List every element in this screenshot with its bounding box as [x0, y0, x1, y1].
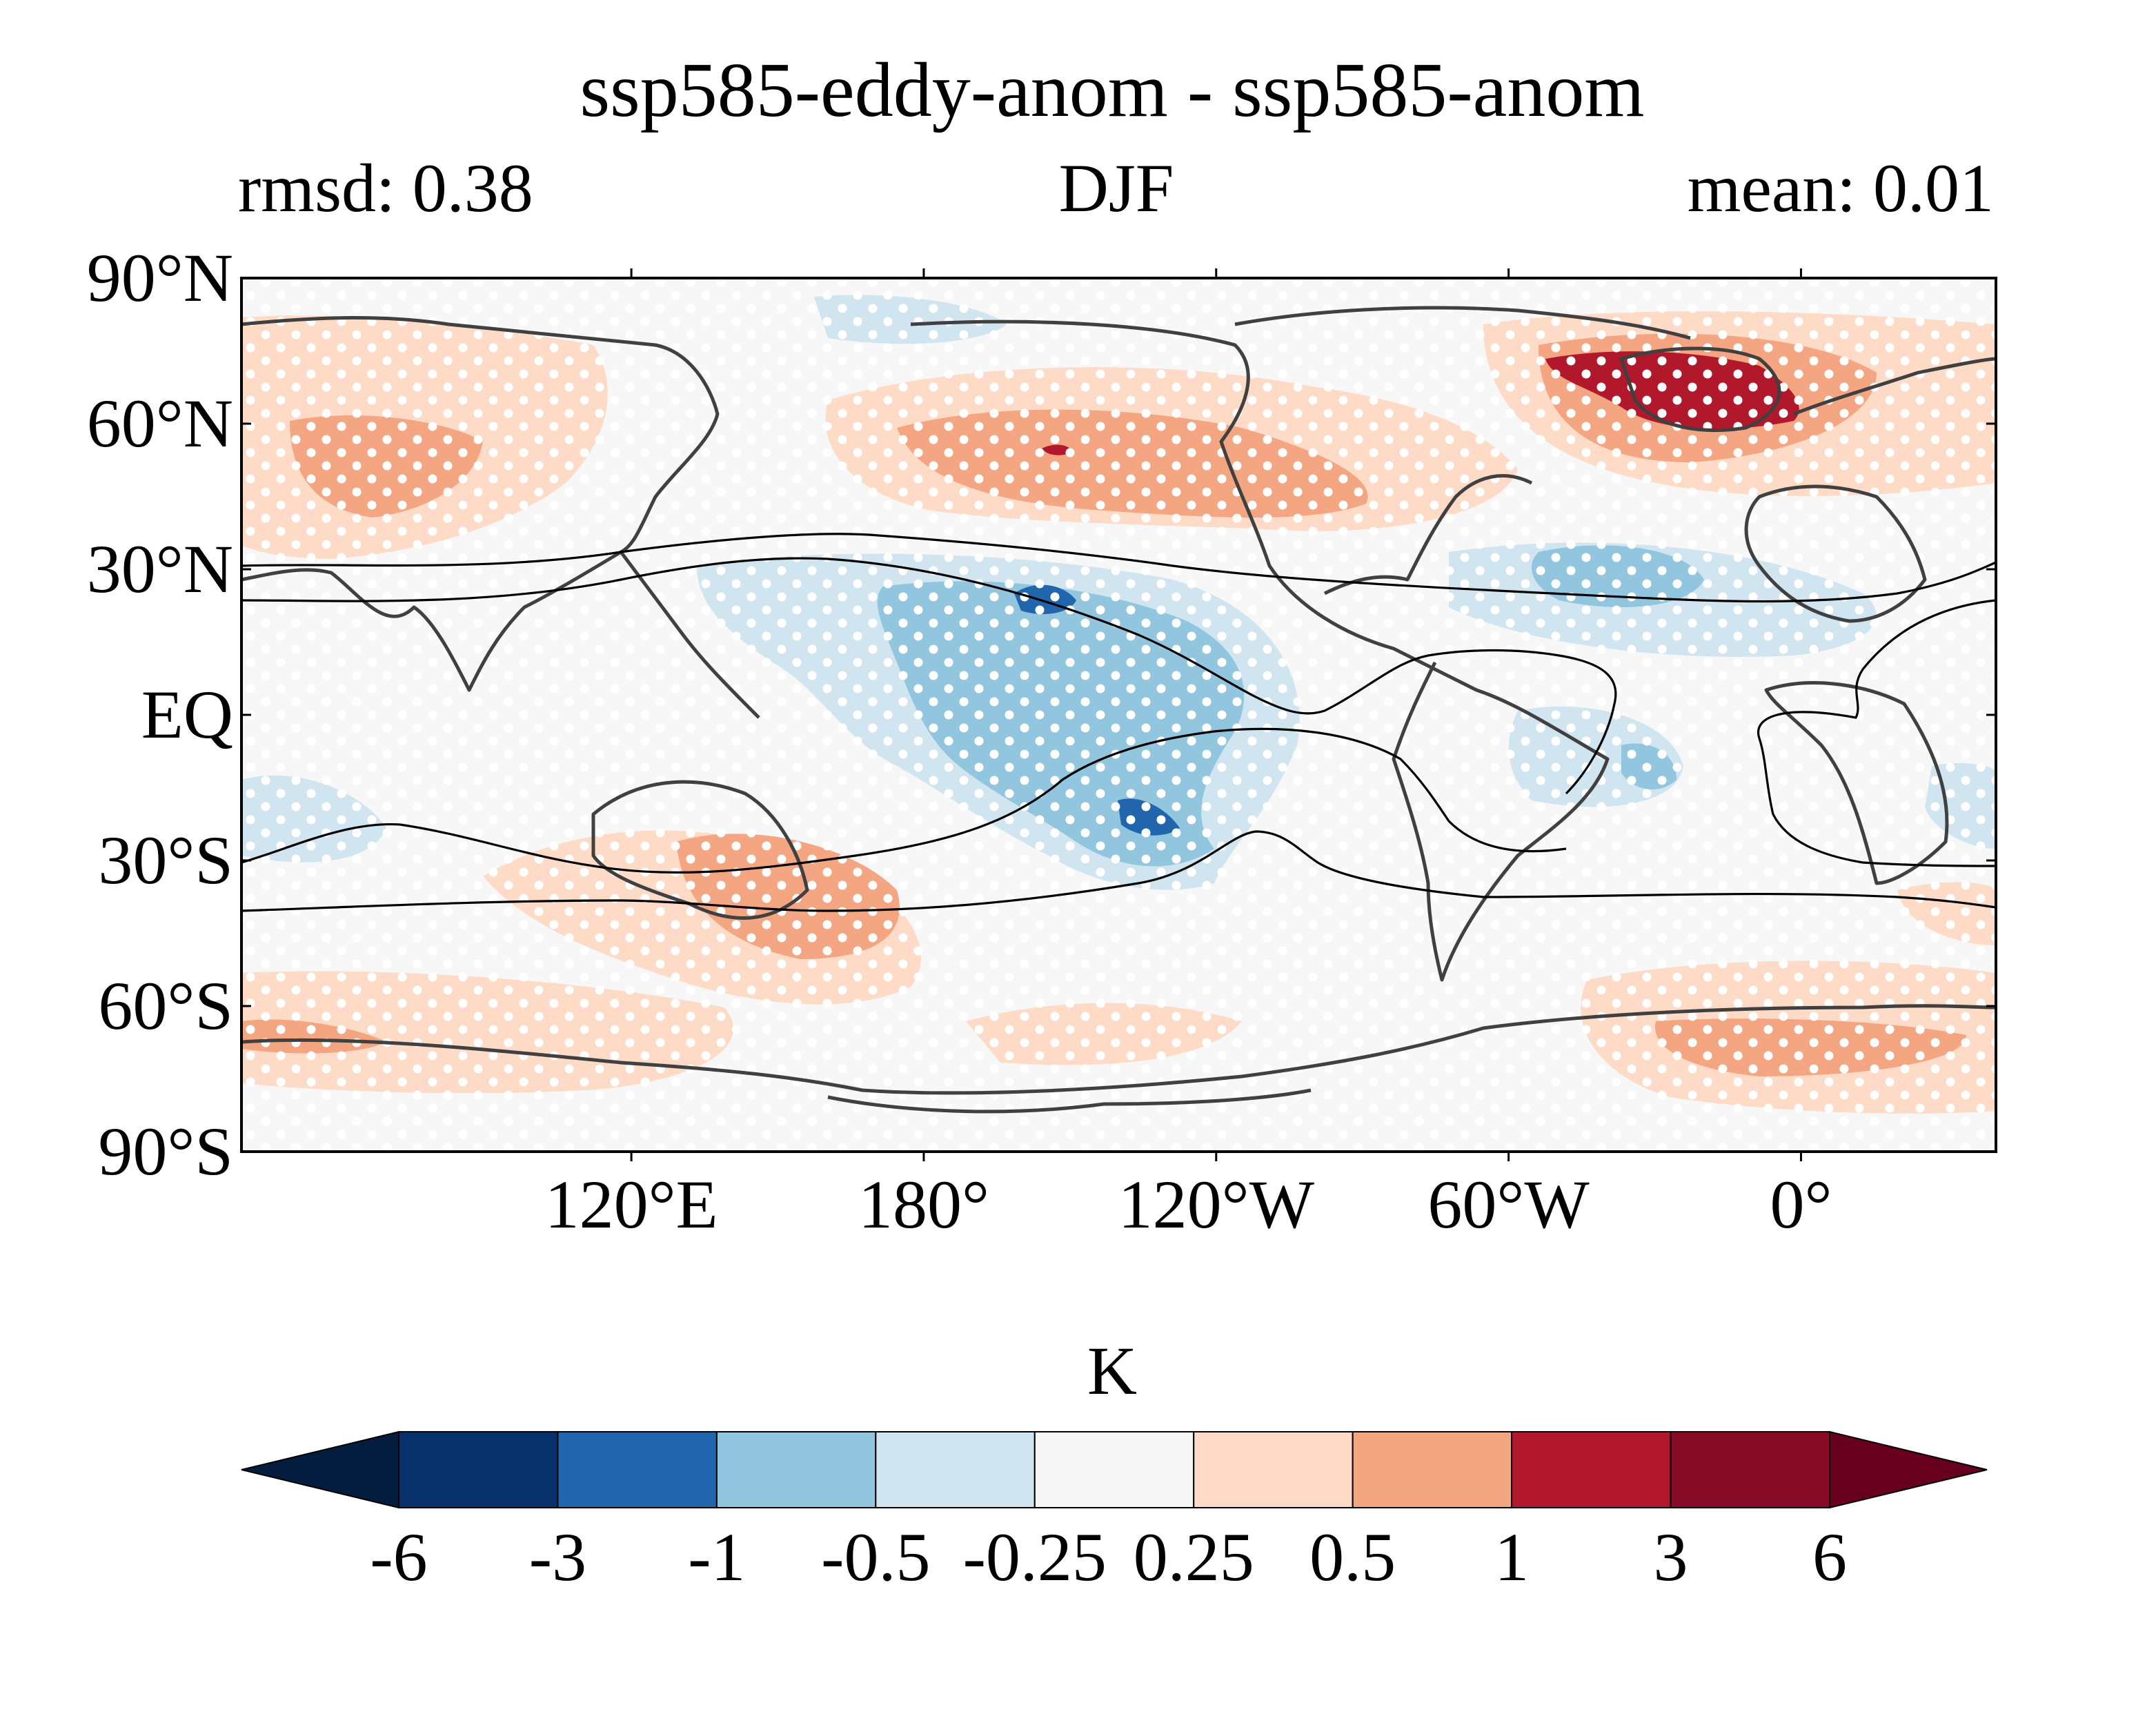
season-label: DJF [1059, 150, 1174, 226]
colorbar-segment [1034, 1431, 1195, 1508]
y-tick-label: 30°S [98, 822, 233, 898]
y-axis: 90°N 60°N 30°N EQ 30°S 60°S 90°S [87, 239, 1996, 1190]
contour-line [241, 533, 1996, 603]
colorbar-segment [715, 1431, 877, 1508]
colorbar-tick-label: 0.25 [1134, 1519, 1254, 1595]
x-tick-label: 120°W [1118, 1166, 1315, 1243]
mean-label: mean: 0.01 [1688, 150, 1994, 226]
x-tick-label: 120°E [545, 1166, 718, 1243]
colorbar-segment [1670, 1431, 1831, 1508]
colorbar-segment [875, 1431, 1036, 1508]
colorbar-tick-label: 3 [1654, 1519, 1688, 1595]
contour-line [1757, 599, 1996, 867]
colorbar-segment [1193, 1431, 1354, 1508]
colorbar-segment [1511, 1431, 1672, 1508]
colorbar-segment [1352, 1431, 1513, 1508]
rmsd-label: rmsd: 0.38 [238, 150, 533, 226]
y-tick-label: 90°N [87, 239, 233, 316]
colorbar-tick-label: -1 [688, 1519, 745, 1595]
y-tick-label: 30°N [87, 531, 233, 607]
contour-line [241, 727, 1567, 874]
colorbar-tick-label: -0.25 [963, 1519, 1107, 1595]
colorbar-extend-high [1829, 1430, 1988, 1509]
figure-title: ssp585-eddy-anom - ssp585-anom [580, 48, 1645, 133]
x-tick-label: 60°W [1427, 1166, 1590, 1243]
y-tick-label: 90°S [98, 1113, 233, 1190]
colorbar-tick-label: 6 [1812, 1519, 1847, 1595]
colorbar-extend-low [241, 1430, 399, 1509]
colorbar-tick-label: 0.5 [1309, 1519, 1396, 1595]
y-tick-label: 60°S [98, 967, 233, 1044]
contour-lines [241, 533, 1996, 912]
anomaly-field [241, 278, 1996, 1152]
x-axis: 120°E 180° 120°W 60°W 0° [545, 268, 1832, 1243]
contour-line [241, 830, 1996, 912]
significance-stippling [241, 278, 1996, 1152]
colorbar-tick-label: -3 [529, 1519, 586, 1595]
x-tick-label: 0° [1770, 1166, 1832, 1243]
y-tick-label: 60°N [87, 385, 233, 462]
contour-line [241, 557, 1617, 795]
colorbar: K -6 -3 -1 -0.5 -0.25 0.25 0.5 1 3 6 [241, 1332, 1988, 1595]
colorbar-segment [557, 1431, 718, 1508]
colorbar-tick-label: 1 [1494, 1519, 1529, 1595]
colorbar-label: K [1087, 1332, 1137, 1409]
colorbar-tick-label: -6 [370, 1519, 427, 1595]
colorbar-tick-label: -0.5 [821, 1519, 930, 1595]
colorbar-segment [398, 1431, 559, 1508]
y-tick-label: EQ [141, 676, 233, 753]
coastlines [241, 306, 1996, 1114]
x-tick-label: 180° [858, 1166, 989, 1243]
